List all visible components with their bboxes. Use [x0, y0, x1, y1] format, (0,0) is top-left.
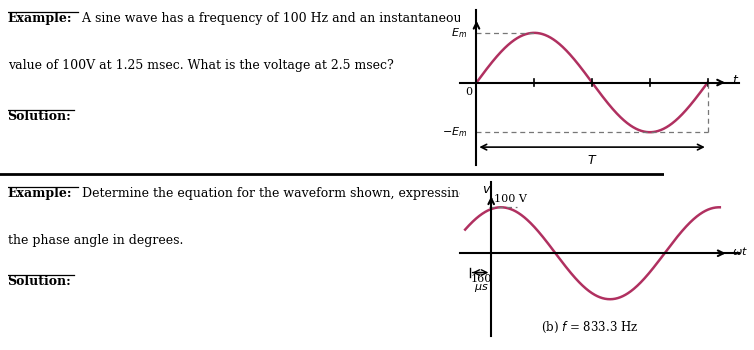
- Text: Solution:: Solution:: [8, 275, 72, 288]
- Text: A sine wave has a frequency of 100 Hz and an instantaneous: A sine wave has a frequency of 100 Hz an…: [78, 12, 467, 25]
- Text: $E_m$: $E_m$: [451, 26, 467, 40]
- Text: $\mu s$: $\mu s$: [474, 282, 489, 294]
- Text: $-E_m$: $-E_m$: [442, 125, 467, 139]
- Text: Example:: Example:: [8, 187, 72, 200]
- Text: Determine the equation for the waveform shown, expressing: Determine the equation for the waveform …: [78, 187, 467, 200]
- Text: 100 V: 100 V: [494, 194, 527, 204]
- Text: $\omega t$: $\omega t$: [732, 245, 748, 257]
- Text: Solution:: Solution:: [8, 110, 72, 123]
- Text: $t$: $t$: [731, 74, 739, 86]
- Text: $T$: $T$: [587, 154, 597, 167]
- Text: 160: 160: [470, 274, 492, 284]
- Text: value of 100V at 1.25 msec. What is the voltage at 2.5 msec?: value of 100V at 1.25 msec. What is the …: [8, 58, 394, 71]
- Text: the phase angle in degrees.: the phase angle in degrees.: [8, 233, 183, 246]
- Text: (b) $f$ = 833.3 Hz: (b) $f$ = 833.3 Hz: [541, 320, 638, 335]
- Text: 0: 0: [464, 88, 472, 97]
- Text: $v$: $v$: [483, 183, 492, 196]
- Text: Example:: Example:: [8, 12, 72, 25]
